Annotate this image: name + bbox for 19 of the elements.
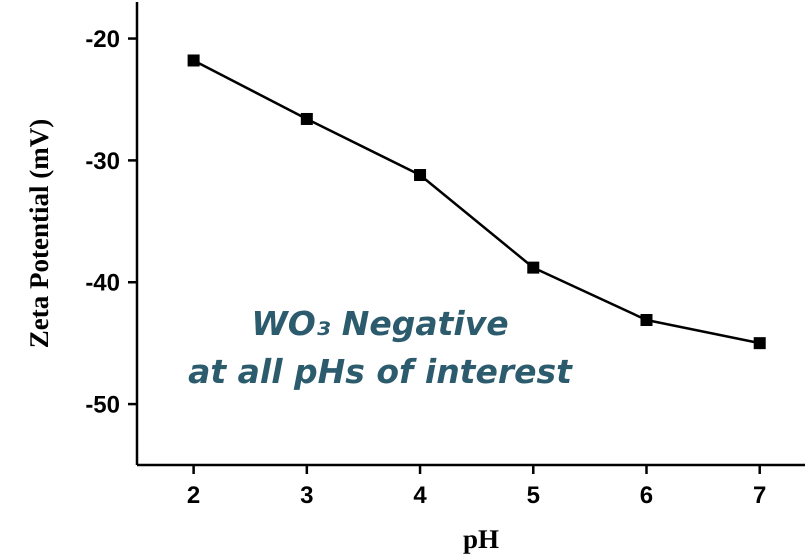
point bbox=[754, 337, 766, 350]
x-tick-label: 7 bbox=[753, 482, 766, 509]
y-tick-label: -30 bbox=[85, 148, 120, 175]
y-axis-title: Zeta Potential (mV) bbox=[24, 118, 54, 348]
point bbox=[188, 54, 200, 66]
y-tick-label: -40 bbox=[85, 270, 120, 297]
x-axis-title: pH bbox=[462, 524, 500, 554]
point bbox=[300, 112, 313, 125]
point bbox=[527, 262, 540, 274]
x-tick-label: 4 bbox=[413, 482, 428, 509]
x-tick-label: 6 bbox=[640, 482, 654, 509]
annotation: WO₃ Negative at all pHs of interest bbox=[188, 304, 574, 391]
x-tick-label: 2 bbox=[186, 482, 200, 509]
x-tick-label: 3 bbox=[300, 482, 314, 509]
x-tick-label: 5 bbox=[526, 482, 540, 509]
y-tick-label: -50 bbox=[85, 391, 120, 418]
point bbox=[414, 169, 426, 182]
point bbox=[640, 314, 652, 326]
y-tick-label: -20 bbox=[85, 26, 120, 53]
